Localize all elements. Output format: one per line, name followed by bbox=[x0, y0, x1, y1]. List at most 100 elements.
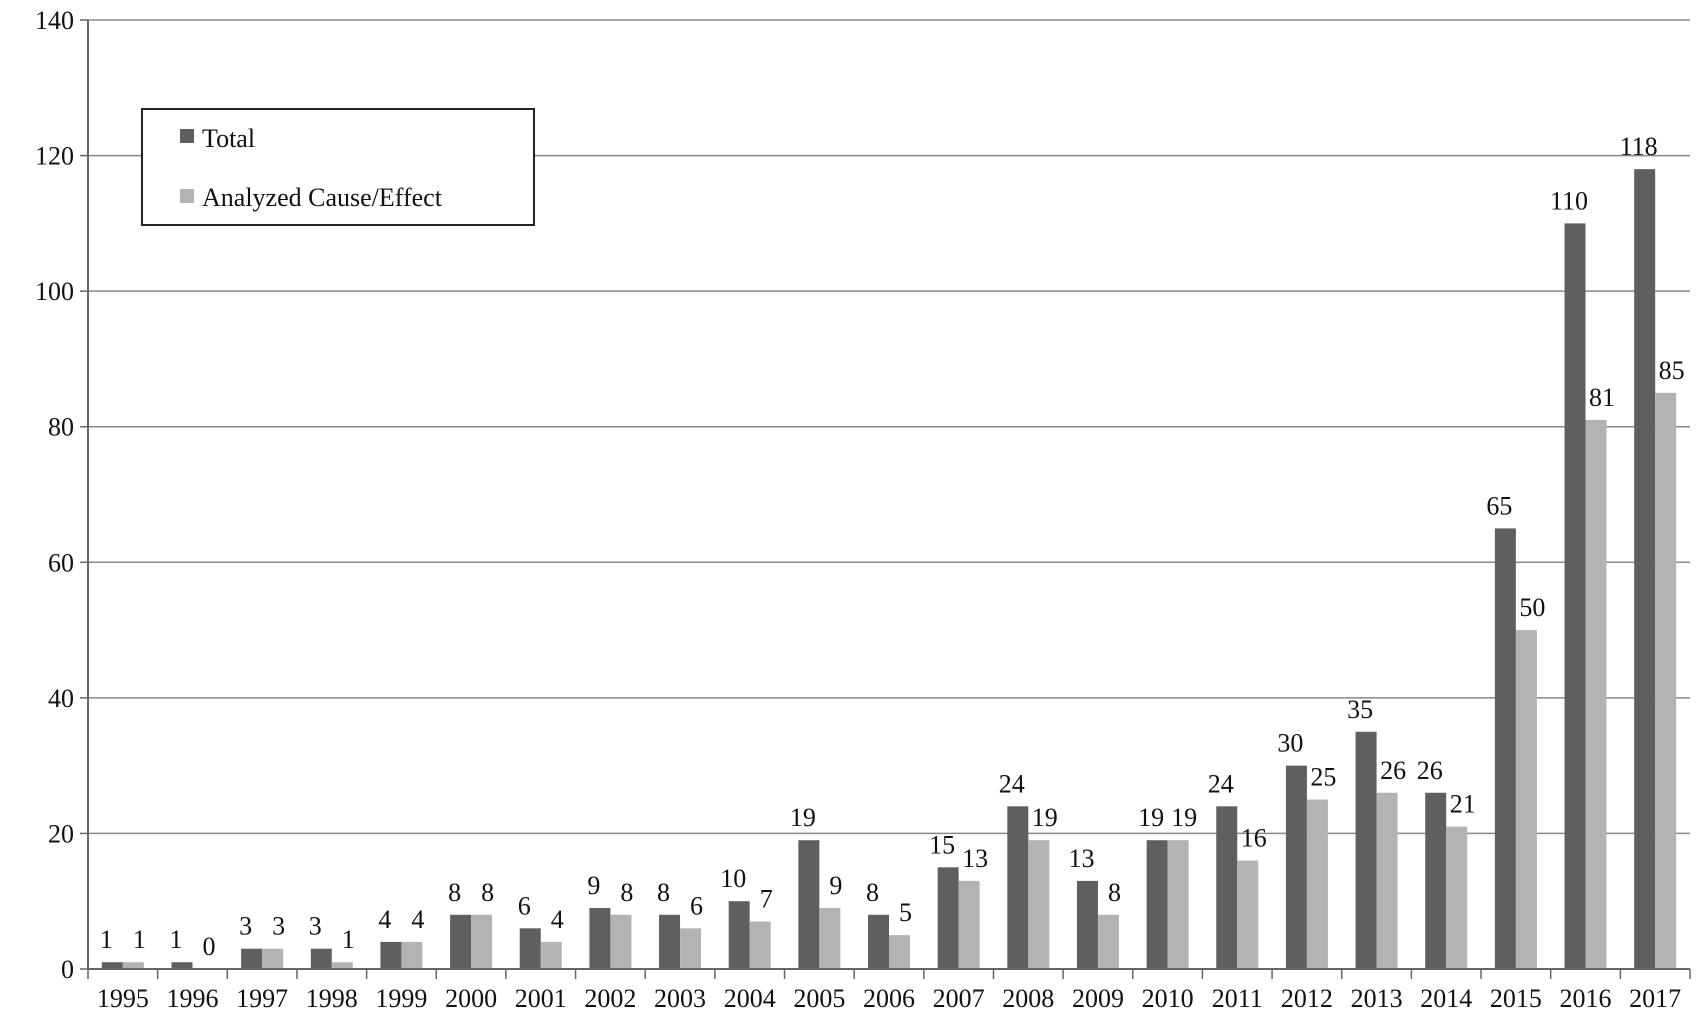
y-tick-label: 80 bbox=[48, 413, 74, 442]
data-label-analyzed: 81 bbox=[1589, 383, 1615, 412]
data-label-analyzed: 9 bbox=[829, 871, 842, 900]
bar-total bbox=[659, 914, 681, 969]
bar-total bbox=[101, 962, 123, 969]
data-label-total: 35 bbox=[1347, 695, 1373, 724]
x-tick-label: 1995 bbox=[97, 984, 149, 1013]
bar-analyzed bbox=[749, 921, 771, 969]
data-label-analyzed: 50 bbox=[1519, 593, 1545, 622]
x-tick-label: 1996 bbox=[166, 984, 218, 1013]
bar-analyzed bbox=[1097, 914, 1119, 969]
data-label-analyzed: 0 bbox=[202, 932, 215, 961]
data-label-total: 19 bbox=[1138, 803, 1164, 832]
data-label-analyzed: 4 bbox=[551, 905, 564, 934]
data-label-analyzed: 21 bbox=[1450, 790, 1476, 819]
y-tick-labels: 0 20 40 60 80 100 120 140 bbox=[35, 6, 74, 984]
data-label-analyzed: 85 bbox=[1659, 356, 1685, 385]
bar-total bbox=[1425, 792, 1447, 969]
bar-analyzed bbox=[1237, 860, 1259, 969]
bar-analyzed bbox=[1028, 840, 1050, 969]
legend-swatch-analyzed bbox=[180, 189, 194, 203]
bar-total bbox=[1146, 840, 1168, 969]
bar-total bbox=[171, 962, 193, 969]
bar-total bbox=[519, 928, 541, 969]
x-tick-label: 2003 bbox=[654, 984, 706, 1013]
x-tick-label: 2009 bbox=[1072, 984, 1124, 1013]
data-label-analyzed: 8 bbox=[620, 878, 633, 907]
bar-analyzed bbox=[1167, 840, 1189, 969]
x-tick-label: 2017 bbox=[1629, 984, 1681, 1013]
y-tick-label: 40 bbox=[48, 684, 74, 713]
data-label-total: 9 bbox=[587, 871, 600, 900]
bar-analyzed bbox=[540, 941, 562, 969]
legend: Total Analyzed Cause/Effect bbox=[141, 108, 535, 226]
data-label-total: 110 bbox=[1550, 186, 1588, 215]
x-tick-label: 2011 bbox=[1212, 984, 1263, 1013]
data-label-analyzed: 19 bbox=[1171, 803, 1197, 832]
bar-total bbox=[1564, 223, 1586, 969]
data-label-analyzed: 1 bbox=[133, 925, 146, 954]
bar-total bbox=[450, 914, 472, 969]
x-tick-label: 1998 bbox=[306, 984, 358, 1013]
bar-total bbox=[1355, 731, 1377, 969]
bar-total bbox=[1216, 806, 1238, 969]
data-label-analyzed: 25 bbox=[1310, 763, 1336, 792]
x-tick-labels: 1995 1996 1997 1998 1999 2000 2001 2002 2003 2004… bbox=[87, 969, 1691, 1013]
data-label-analyzed: 4 bbox=[411, 905, 424, 934]
bar-analyzed bbox=[680, 928, 702, 969]
bar-total bbox=[380, 941, 402, 969]
bar-analyzed bbox=[1446, 826, 1468, 969]
bar-total bbox=[1634, 169, 1656, 970]
data-label-total: 1 bbox=[100, 925, 113, 954]
legend-swatch-total bbox=[180, 129, 194, 143]
data-label-total: 24 bbox=[1208, 769, 1234, 798]
data-label-analyzed: 3 bbox=[272, 912, 285, 941]
bar-analyzed bbox=[471, 914, 493, 969]
bar-total bbox=[868, 914, 889, 969]
x-tick-label: 2016 bbox=[1560, 984, 1612, 1013]
x-tick-label: 2005 bbox=[793, 984, 845, 1013]
bars bbox=[101, 169, 1677, 970]
bar-analyzed bbox=[1655, 392, 1677, 970]
legend-label-total: Total bbox=[202, 124, 255, 153]
data-label-analyzed: 1 bbox=[342, 925, 355, 954]
data-label-analyzed: 8 bbox=[481, 878, 494, 907]
bar-analyzed bbox=[262, 948, 284, 969]
bar-analyzed bbox=[122, 962, 144, 969]
data-label-analyzed: 26 bbox=[1380, 756, 1406, 785]
x-tick-label: 2008 bbox=[1002, 984, 1054, 1013]
data-label-total: 1 bbox=[169, 925, 182, 954]
data-label-analyzed: 13 bbox=[962, 844, 988, 873]
data-label-total: 30 bbox=[1277, 729, 1303, 758]
data-label-total: 8 bbox=[657, 878, 670, 907]
data-label-total: 3 bbox=[309, 912, 322, 941]
data-label-analyzed: 7 bbox=[760, 885, 773, 914]
data-label-analyzed: 16 bbox=[1241, 824, 1267, 853]
y-tick-label: 20 bbox=[48, 819, 74, 848]
axes bbox=[87, 20, 1690, 970]
x-tick-label: 2002 bbox=[584, 984, 636, 1013]
y-tick-label: 140 bbox=[35, 6, 74, 35]
bar-analyzed bbox=[401, 941, 423, 969]
bar-analyzed bbox=[1515, 630, 1537, 969]
data-label-total: 8 bbox=[866, 878, 879, 907]
data-label-analyzed: 19 bbox=[1032, 803, 1058, 832]
x-tick-label: 2000 bbox=[445, 984, 497, 1013]
bar-analyzed bbox=[610, 914, 632, 969]
data-label-total: 19 bbox=[790, 803, 816, 832]
data-label-total: 13 bbox=[1068, 844, 1094, 873]
data-label-total: 10 bbox=[720, 864, 746, 893]
bar-analyzed bbox=[1306, 799, 1328, 969]
data-label-analyzed: 8 bbox=[1108, 878, 1121, 907]
x-tick-label: 2014 bbox=[1420, 984, 1472, 1013]
x-tick-label: 2015 bbox=[1490, 984, 1542, 1013]
data-label-total: 6 bbox=[518, 891, 531, 920]
bar-analyzed bbox=[958, 880, 980, 969]
x-tick-label: 2001 bbox=[515, 984, 567, 1013]
data-label-total: 24 bbox=[999, 769, 1025, 798]
bar-total bbox=[1494, 528, 1516, 969]
data-label-total: 15 bbox=[929, 830, 955, 859]
bar-total bbox=[1076, 880, 1098, 969]
data-label-total: 8 bbox=[448, 878, 461, 907]
